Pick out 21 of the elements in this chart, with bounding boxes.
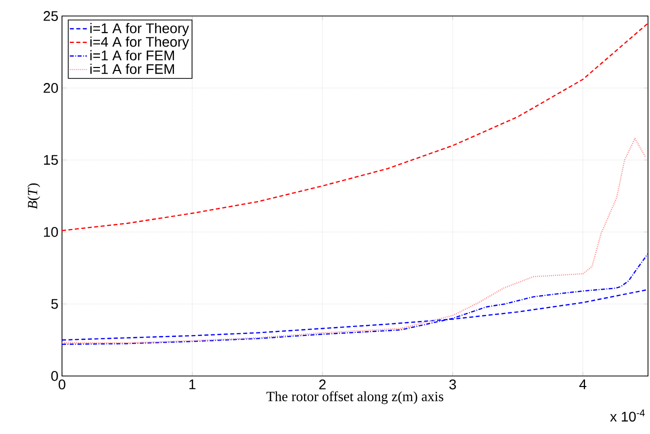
- y-tick-label: 25: [44, 11, 58, 21]
- x-tick-label: 0: [58, 380, 66, 390]
- line-series: [62, 22, 648, 232]
- x-tick-label: 3: [449, 380, 456, 390]
- legend-label: i=1 A for Theory: [90, 22, 190, 36]
- legend-label: i=4 A for Theory: [90, 36, 190, 50]
- x-tick-label: 2: [319, 380, 326, 390]
- legend-label: i=1 A for FEM: [90, 50, 174, 60]
- y-tick-label: 15: [44, 155, 58, 165]
- x-tick-label: 4: [579, 380, 586, 390]
- y-tick-label: 0: [51, 371, 58, 381]
- legend-label: i=1 A for FEM: [90, 64, 174, 74]
- line-series: [62, 138, 646, 344]
- text: x 10$^{-4}$: [610, 410, 645, 422]
- x-tick-label: 1: [189, 380, 196, 390]
- line-series: [62, 253, 648, 345]
- x-axis-title: The rotor offset along z(m) axis: [266, 391, 444, 404]
- y-axis-title: B(T): [27, 183, 40, 210]
- y-tick-label: 20: [44, 83, 58, 93]
- y-tick-label: 10: [44, 227, 58, 237]
- y-tick-label: 5: [51, 299, 58, 309]
